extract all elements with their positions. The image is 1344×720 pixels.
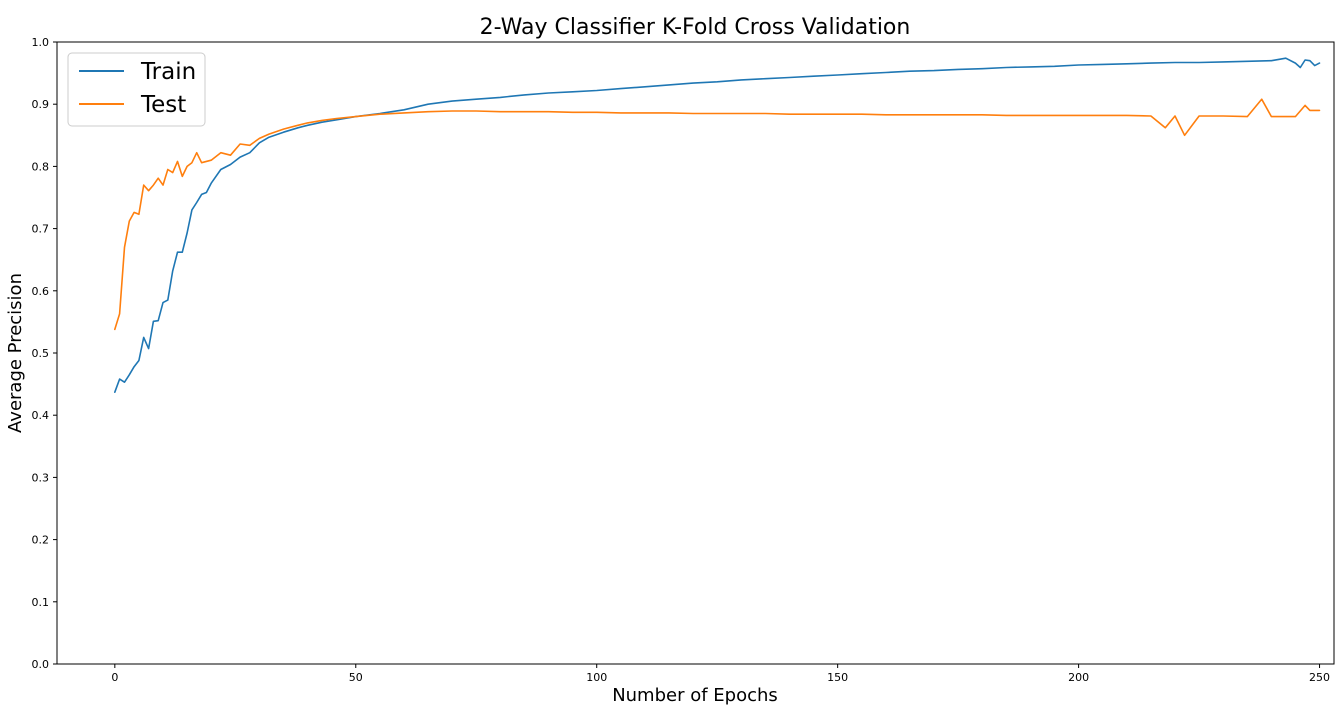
legend: Train Test xyxy=(67,52,206,127)
y-tick-label: 0.4 xyxy=(32,409,50,422)
x-tick-label: 0 xyxy=(111,671,118,684)
x-tick-label: 150 xyxy=(827,671,848,684)
legend-label-train: Train xyxy=(140,59,196,85)
x-tick-label: 50 xyxy=(349,671,363,684)
y-tick-label: 0.0 xyxy=(32,658,50,671)
y-tick-label: 0.2 xyxy=(32,534,50,547)
series-line-train xyxy=(114,57,1321,393)
x-axis-ticks: 0 50 100 150 200 250 xyxy=(111,664,1330,684)
y-tick-label: 0.8 xyxy=(32,160,50,173)
x-tick-label: 100 xyxy=(586,671,607,684)
x-tick-label: 200 xyxy=(1068,671,1089,684)
y-tick-label: 0.5 xyxy=(32,347,50,360)
y-tick-label: 0.3 xyxy=(32,471,50,484)
y-tick-label: 0.6 xyxy=(32,285,50,298)
y-tick-label: 1.0 xyxy=(32,36,50,49)
y-tick-label: 0.7 xyxy=(32,223,50,236)
y-axis-ticks: 0.0 0.1 0.2 0.3 0.4 0.5 0.6 0.7 0.8 0.9 1.0 xyxy=(32,36,57,671)
y-tick-label: 0.1 xyxy=(32,596,50,609)
plot-frame xyxy=(56,41,1335,665)
series-line-test xyxy=(114,98,1321,331)
y-tick-label: 0.9 xyxy=(32,98,50,111)
x-axis-title: Number of Epochs xyxy=(612,685,778,706)
y-axis-title: Average Precision xyxy=(5,273,26,433)
plot-lines xyxy=(114,57,1321,393)
chart-title: 2-Way Classifier K-Fold Cross Validation xyxy=(480,15,911,40)
x-tick-label: 250 xyxy=(1309,671,1330,684)
legend-label-test: Test xyxy=(140,92,186,118)
